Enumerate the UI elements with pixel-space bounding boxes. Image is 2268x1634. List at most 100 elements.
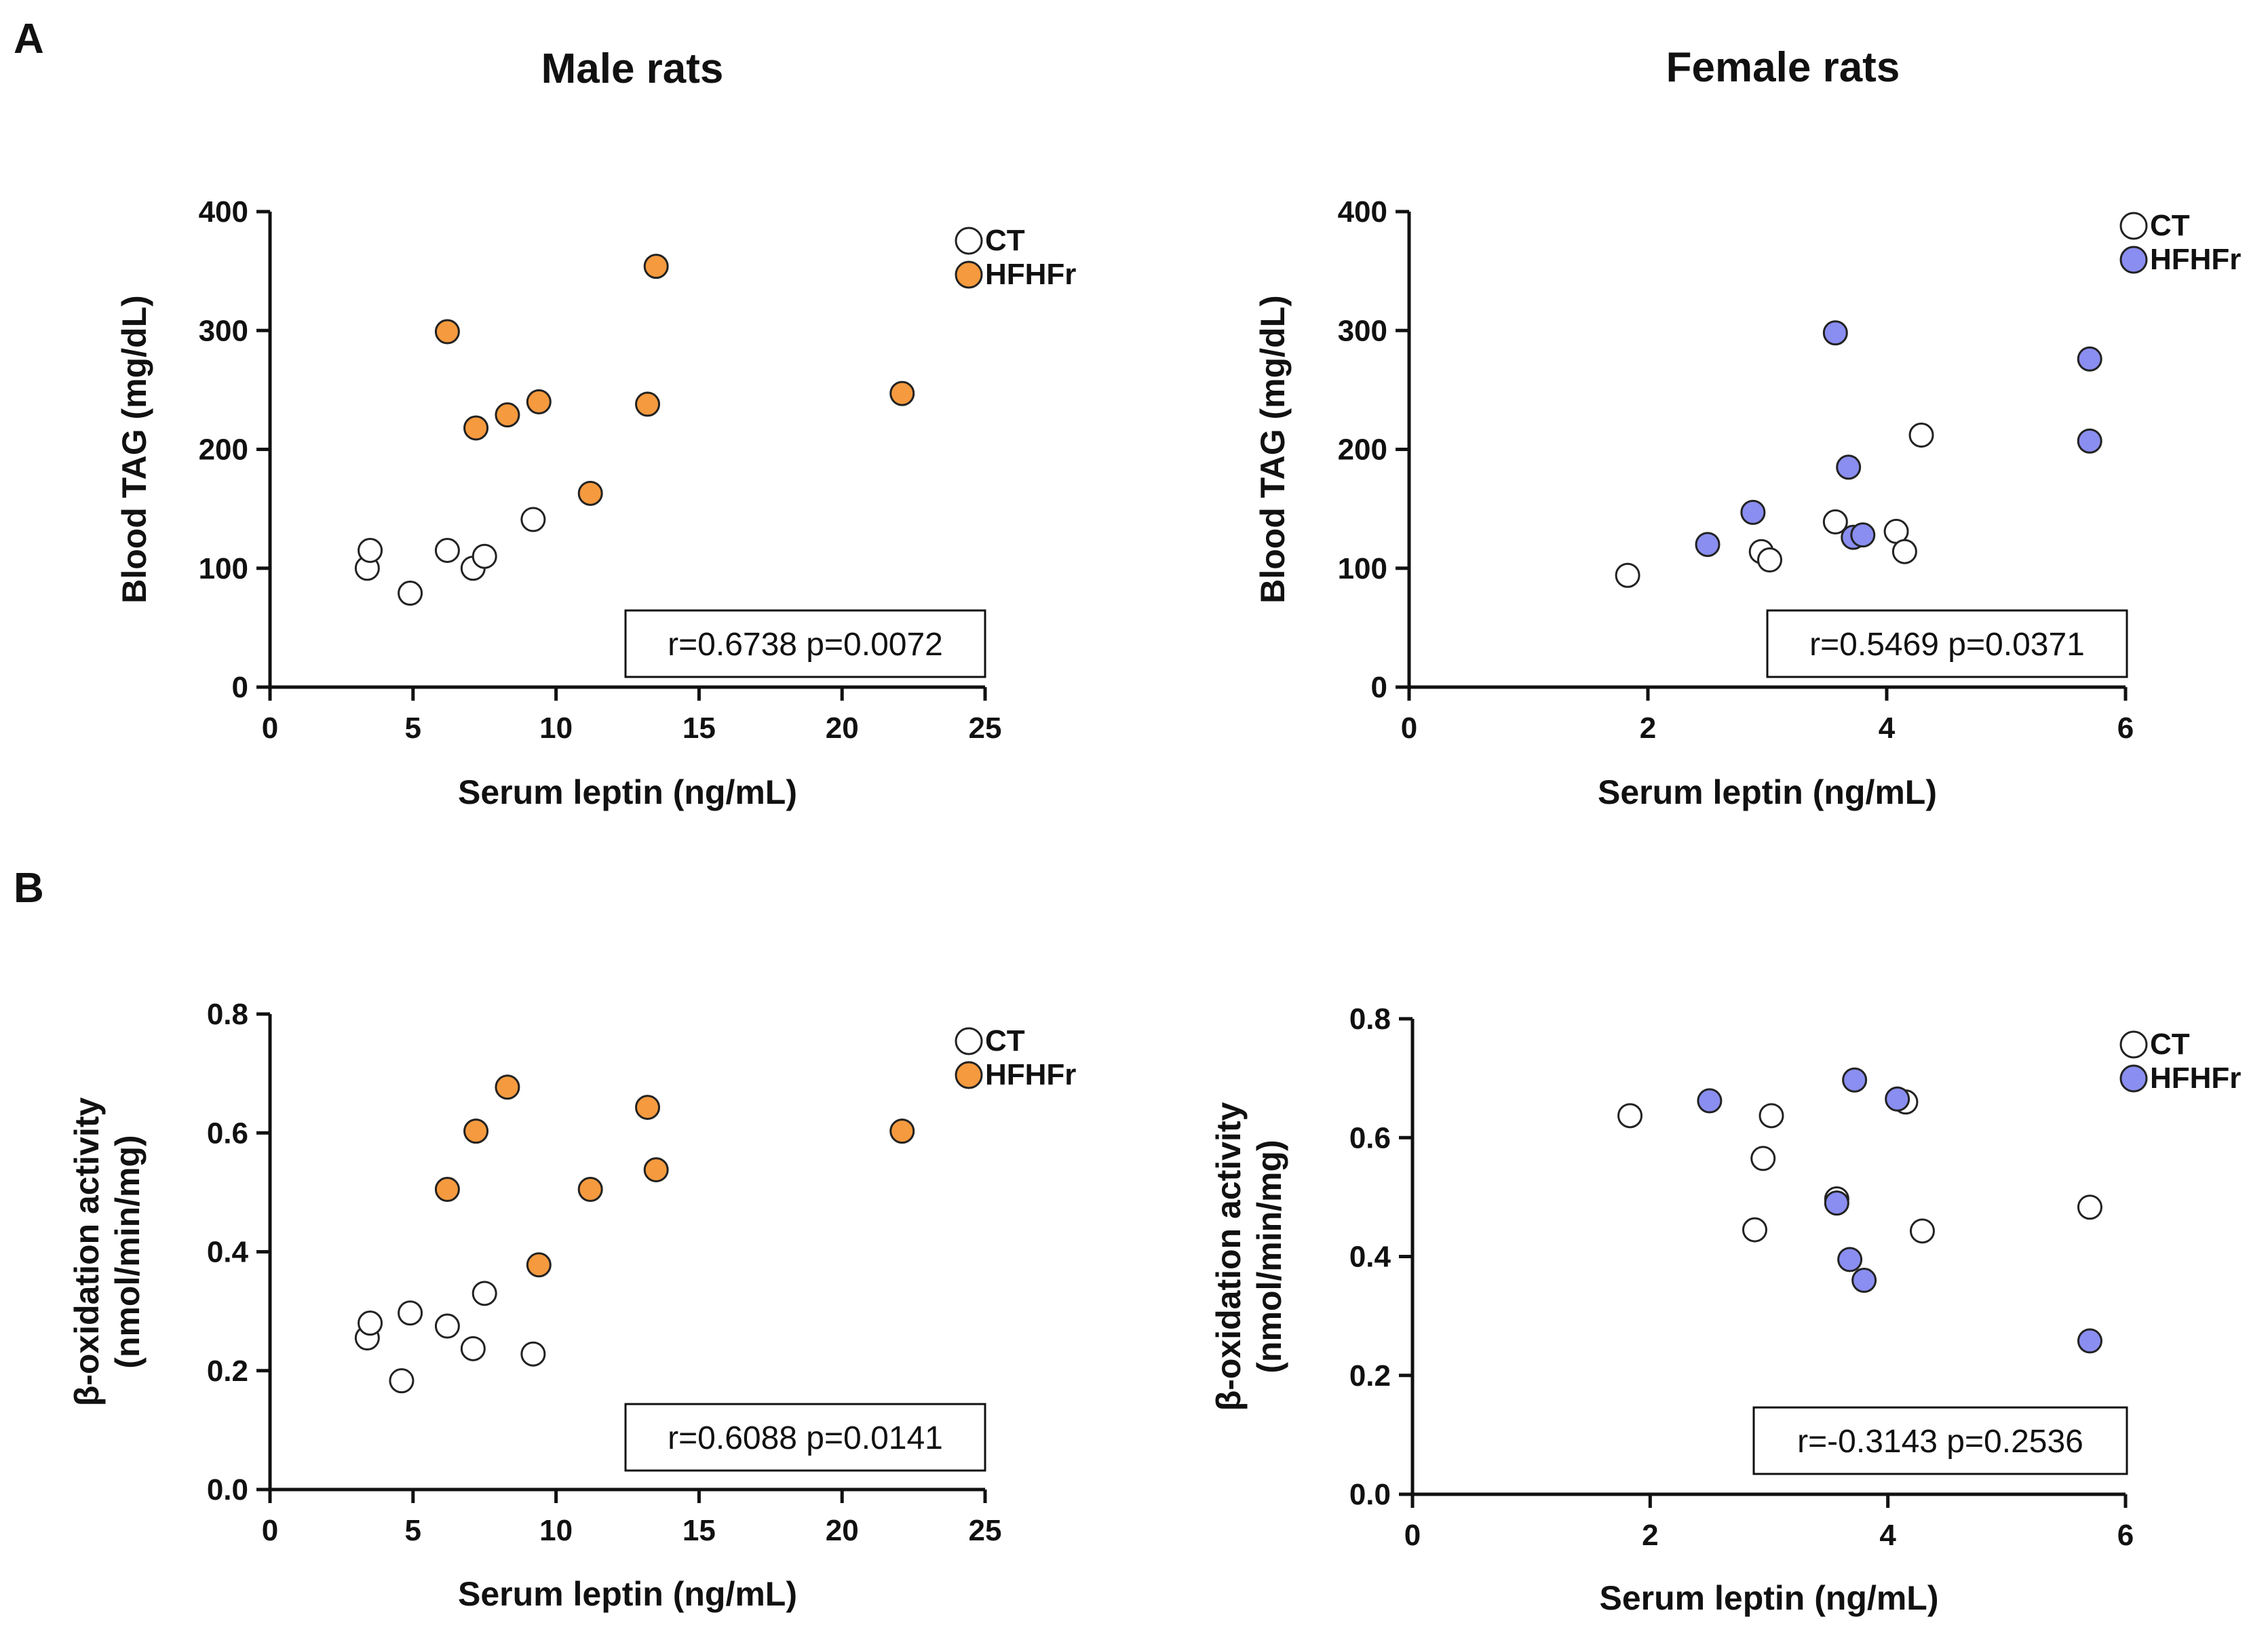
data-point-ct [1891,539,1917,564]
chart-a-female: 0 2 4 6 0 100 200 300 400 Serum leptin (ng/mL) Blo… [1254,195,2241,811]
data-point-hfhfr [463,415,489,441]
data-point-ct [472,1281,497,1306]
y-tick-label: 200 [199,433,248,467]
x-tick-label: 0 [1401,712,1417,745]
legend-label-hfhfr: HFHFr [2150,243,2241,276]
data-point-hfhfr [1837,1247,1863,1272]
data-point-hfhfr [889,381,915,406]
stats-text: r=0.6738 p=0.0072 [668,627,943,663]
data-point-hfhfr [635,391,661,417]
x-axis-title: Serum leptin (ng/mL) [1598,773,1937,811]
x-tick-label: 15 [683,1514,716,1547]
x-tick-label: 15 [683,712,716,745]
legend-marker-hfhfr [2119,246,2148,274]
data-point-hfhfr [1740,499,1766,525]
data-point-ct [2077,1194,2102,1220]
data-point-hfhfr [2077,428,2102,454]
data-point-ct [434,537,460,563]
stats-text: r=-0.3143 p=0.2536 [1797,1424,2083,1460]
data-point-hfhfr [577,480,603,506]
chart-b-male: 0 5 10 15 20 25 0.0 0.2 0.4 0.6 0.8 Serum leptin (n… [68,998,1076,1613]
data-point-hfhfr [526,1252,552,1278]
data-point-ct [398,581,423,606]
legend-marker-ct [2119,212,2148,240]
data-point-ct [1617,1103,1643,1129]
data-point-hfhfr [2077,346,2102,372]
legend-label-ct: CT [985,224,1025,257]
data-point-hfhfr [643,1157,669,1183]
y-tick-label: 0 [232,671,248,704]
data-point-hfhfr [577,1176,603,1202]
panel-label-b: B [14,865,44,912]
legend-label-ct: CT [985,1024,1025,1057]
y-tick-label: 0.6 [1349,1121,1391,1154]
data-point-hfhfr [434,1176,460,1202]
data-point-ct [1750,1146,1776,1171]
data-point-ct [520,507,546,532]
data-point-hfhfr [1836,454,1862,480]
y-axis-title: β-oxidation activity [68,1097,106,1407]
y-tick-label: 0.4 [207,1236,249,1269]
x-tick-label: 4 [1879,712,1896,745]
y-tick-label: 0.4 [1349,1241,1391,1274]
y-tick-label: 100 [199,552,248,585]
y-axis-title: (nmol/min/mg) [109,1135,147,1368]
data-point-hfhfr [434,319,460,345]
y-axis-title: (nmol/min/mg) [1250,1140,1288,1373]
legend-label-hfhfr: HFHFr [985,1058,1076,1091]
data-point-ct [472,543,497,569]
y-tick-label: 0.0 [207,1473,248,1506]
legend-marker-hfhfr [955,260,983,289]
x-tick-label: 25 [969,712,1002,745]
x-tick-label: 6 [2117,1519,2134,1552]
data-point-hfhfr [1851,1268,1877,1293]
data-point-ct [1908,422,1934,448]
x-tick-label: 10 [539,712,573,745]
data-point-hfhfr [463,1118,489,1144]
male-column-title: Male rats [541,45,724,92]
data-point-hfhfr [1697,1088,1723,1114]
y-tick-label: 0.6 [207,1116,248,1150]
y-tick-label: 0.8 [1349,1003,1391,1036]
x-tick-label: 25 [969,1514,1002,1547]
y-tick-label: 400 [199,195,248,229]
y-tick-label: 300 [199,314,248,347]
legend-label-ct: CT [2150,1028,2190,1061]
data-point-hfhfr [1822,320,1848,346]
data-point-ct [1757,547,1783,572]
y-tick-label: 0.2 [1349,1359,1391,1393]
y-tick-label: 0 [1371,671,1387,704]
x-tick-label: 2 [1642,1519,1658,1552]
x-tick-label: 0 [262,712,278,745]
data-point-hfhfr [526,389,552,414]
chart-a-male: 0 5 10 15 20 25 0 100 200 300 400 Serum leptin (ng/… [115,195,1076,811]
stats-box [1752,1406,2128,1475]
x-axis-title: Serum leptin (ng/mL) [458,1575,797,1613]
data-point-hfhfr [1850,522,1876,548]
data-point-ct [1758,1103,1784,1129]
data-point-ct [1822,509,1848,534]
y-tick-label: 100 [1338,552,1387,585]
y-tick-label: 300 [1338,314,1387,347]
data-point-ct [1615,562,1640,588]
data-point-hfhfr [1695,532,1721,558]
data-point-ct [398,1300,423,1326]
y-tick-label: 0.0 [1349,1478,1391,1511]
x-tick-label: 20 [826,1514,859,1547]
data-point-ct [389,1368,415,1394]
legend-label-hfhfr: HFHFr [985,258,1076,291]
legend-label-hfhfr: HFHFr [2150,1062,2241,1095]
data-point-ct [358,1310,383,1336]
data-point-ct [358,537,383,563]
data-point-ct [520,1341,546,1367]
x-tick-label: 4 [1879,1519,1896,1552]
data-point-hfhfr [495,402,520,428]
data-point-ct [1909,1218,1935,1244]
stats-box [624,1403,986,1472]
chart-b-female: 0 2 4 6 0.0 0.2 0.4 0.6 0.8 Serum leptin (ng/mL) β… [1210,1003,2241,1617]
x-tick-label: 0 [262,1514,278,1547]
x-tick-label: 5 [405,712,421,745]
legend-label-ct: CT [2150,209,2190,242]
data-point-hfhfr [1824,1190,1849,1216]
